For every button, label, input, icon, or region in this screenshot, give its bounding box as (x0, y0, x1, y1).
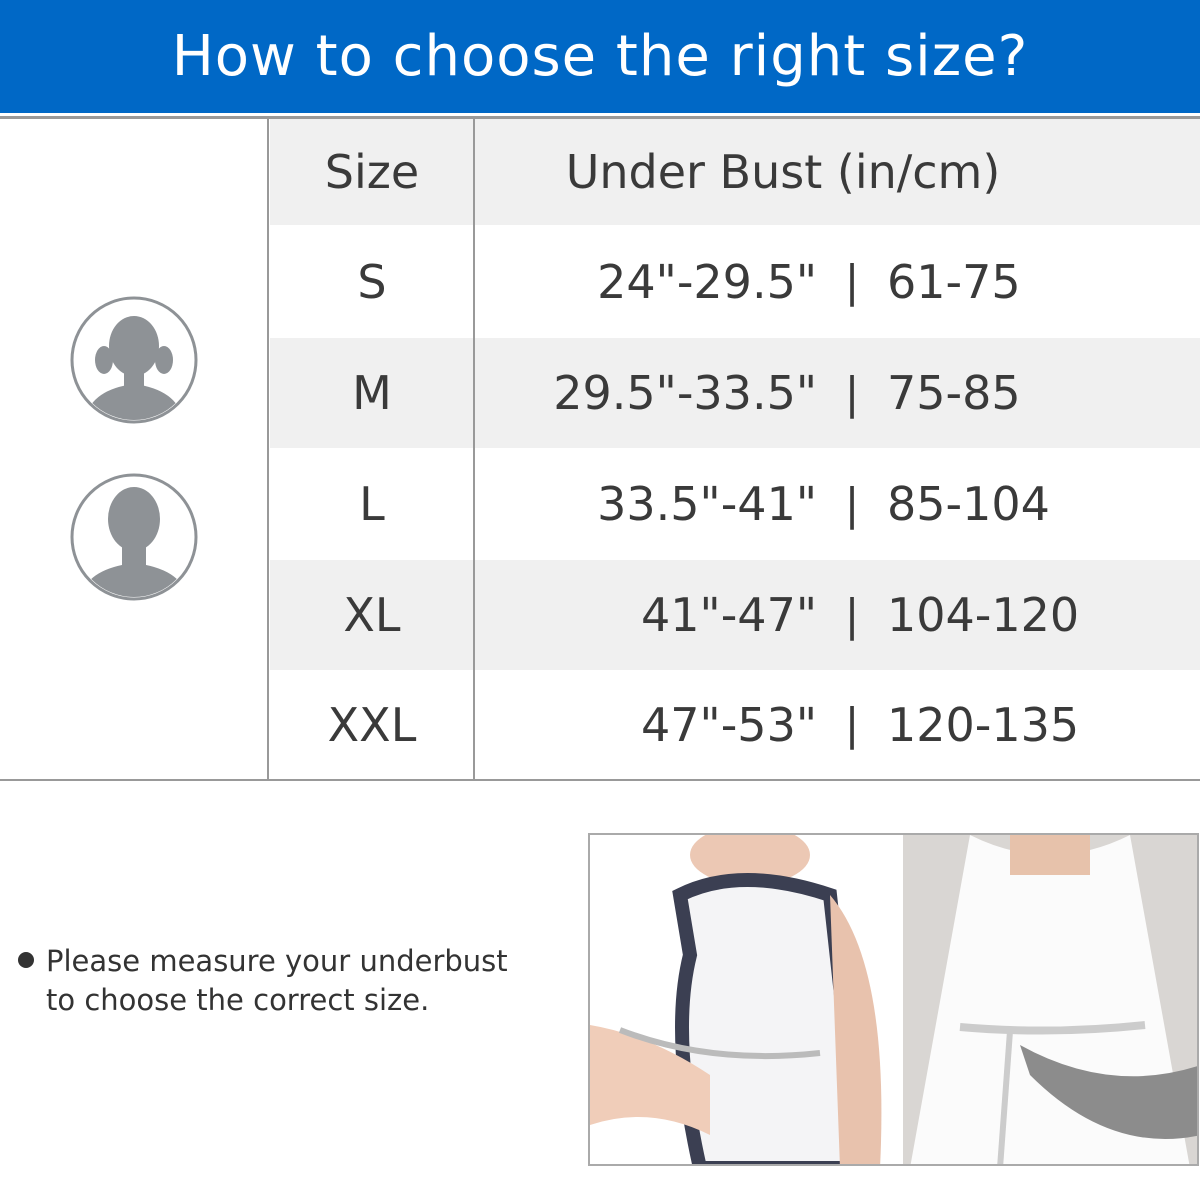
column-divider (267, 118, 269, 780)
male-avatar-icon (70, 473, 198, 601)
cm-cell: 75-85 (887, 366, 1021, 420)
note-line-2: to choose the correct size. (46, 983, 430, 1017)
inches-cell: 29.5"-33.5" (553, 366, 817, 420)
divider (0, 779, 1200, 781)
size-cell: S (357, 254, 387, 309)
female-avatar-icon (70, 296, 198, 424)
separator: | (844, 478, 860, 530)
cm-cell: 61-75 (887, 254, 1021, 309)
table-row: M 29.5"-33.5" | 75-85 (270, 338, 1200, 448)
inches-cell: 33.5"-41" (597, 477, 817, 531)
column-divider (473, 118, 475, 780)
table-row: XXL 47"-53" | 120-135 (270, 670, 1200, 779)
size-cell: XL (343, 588, 401, 642)
separator: | (844, 699, 860, 750)
separator: | (844, 256, 860, 307)
measuring-photos (588, 833, 1199, 1166)
table-row: L 33.5"-41" | 85-104 (270, 448, 1200, 560)
note-line-1: Please measure your underbust (46, 944, 508, 978)
inches-cell: 47"-53" (641, 697, 817, 752)
inches-cell: 24"-29.5" (597, 254, 817, 309)
table-row: XL 41"-47" | 104-120 (270, 560, 1200, 670)
measure-header: Under Bust (in/cm) (565, 145, 1001, 199)
measure-note: Please measure your underbust to choose … (18, 942, 508, 1020)
size-cell: L (359, 477, 385, 531)
table-row: S 24"-29.5" | 61-75 (270, 225, 1200, 338)
bullet-icon (18, 952, 34, 968)
size-cell: M (352, 366, 392, 420)
separator: | (844, 589, 860, 641)
size-cell: XXL (327, 697, 417, 752)
table-header-row: Size Under Bust (in/cm) (270, 119, 1200, 225)
cm-cell: 104-120 (887, 588, 1080, 642)
page-title: How to choose the right size? (0, 0, 1200, 113)
separator: | (844, 367, 860, 419)
divider (0, 116, 1200, 119)
size-header: Size (324, 145, 420, 199)
cm-cell: 85-104 (887, 477, 1050, 531)
cm-cell: 120-135 (887, 697, 1080, 752)
measurement-illustration (590, 835, 1197, 1164)
inches-cell: 41"-47" (641, 588, 817, 642)
